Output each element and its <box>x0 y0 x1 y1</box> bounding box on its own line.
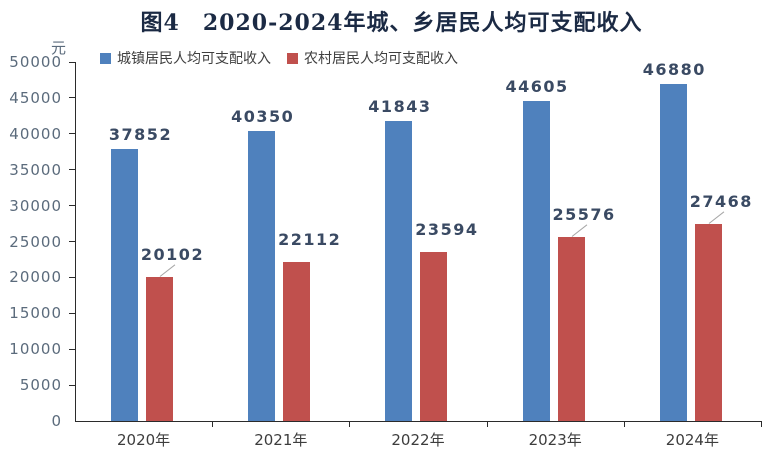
x-axis-tick-mark <box>212 421 214 427</box>
legend-item-urban: 城镇居民人均可支配收入 <box>100 48 271 68</box>
x-axis-category-label: 2022年 <box>391 431 445 449</box>
value-label-rural-2022: 23594 <box>415 219 479 239</box>
y-axis-tick-mark <box>69 97 75 99</box>
legend-label-rural: 农村居民人均可支配收入 <box>304 51 458 67</box>
x-axis-category-label: 2024年 <box>665 431 719 449</box>
y-axis-tick-mark <box>69 133 75 135</box>
y-axis-tick-mark <box>69 205 75 207</box>
y-axis-tick-label: 50000 <box>9 53 62 71</box>
y-axis-tick-label: 30000 <box>9 196 62 215</box>
y-axis-unit-label: 元 <box>50 39 66 57</box>
value-label-urban-2020: 37852 <box>108 125 173 145</box>
y-axis-tick-label: 5000 <box>19 376 62 395</box>
value-label-rural-2021: 22112 <box>278 230 342 250</box>
x-axis-category-label: 2023年 <box>528 431 582 449</box>
value-label-urban-2024: 46880 <box>642 60 706 80</box>
y-axis-tick-mark <box>69 241 75 242</box>
y-axis-tick-mark <box>69 61 75 63</box>
y-axis-tick-mark <box>69 384 75 386</box>
y-axis-tick-label: 45000 <box>9 88 62 107</box>
y-axis-tick-mark <box>69 276 75 278</box>
y-axis-tick-label: 25000 <box>9 232 62 251</box>
legend-label-urban: 城镇居民人均可支配收入 <box>117 51 271 67</box>
bar-rural-2020 <box>146 276 173 421</box>
legend-swatch-urban-icon <box>100 52 111 64</box>
y-axis-tick-mark <box>69 312 75 314</box>
y-axis-tick-label: 10000 <box>9 340 62 359</box>
y-axis-tick-mark <box>69 169 75 171</box>
x-axis-tick-mark <box>623 421 625 427</box>
bar-rural-2021 <box>283 262 311 421</box>
x-axis-category-label: 2021年 <box>254 431 308 449</box>
x-axis-category-label: 2020年 <box>117 431 171 449</box>
plot-area <box>75 62 762 422</box>
bar-rural-2022 <box>420 251 448 421</box>
y-axis-tick-label: 15000 <box>9 304 62 323</box>
y-axis-tick-label: 40000 <box>9 124 62 143</box>
y-axis-tick-label: 35000 <box>9 160 62 179</box>
legend: 城镇居民人均可支配收入 农村居民人均可支配收入 <box>100 48 458 68</box>
legend-swatch-rural-icon <box>287 52 298 64</box>
x-axis-tick-mark <box>761 421 762 427</box>
y-axis-tick-label: 0 <box>51 412 62 430</box>
value-label-rural-2024: 27468 <box>689 191 753 211</box>
value-label-rural-2023: 25576 <box>552 205 616 225</box>
bar-rural-2023 <box>557 237 585 421</box>
value-label-rural-2020: 20102 <box>140 244 205 264</box>
bar-urban-2024 <box>659 84 687 421</box>
y-axis-tick-label: 20000 <box>9 268 62 287</box>
y-axis-tick-mark <box>69 348 75 350</box>
chart-title: 图4 2020-2024年城、乡居民人均可支配收入 <box>140 10 643 36</box>
bar-urban-2023 <box>522 100 550 421</box>
value-label-urban-2023: 44605 <box>505 76 569 96</box>
legend-item-rural: 农村居民人均可支配收入 <box>287 48 458 68</box>
bar-urban-2021 <box>248 131 276 421</box>
value-label-urban-2021: 40350 <box>231 107 295 127</box>
bar-urban-2022 <box>385 120 413 421</box>
bar-urban-2020 <box>111 149 138 421</box>
value-label-urban-2022: 41843 <box>368 96 432 116</box>
bar-rural-2024 <box>694 223 722 421</box>
x-axis-tick-mark <box>349 421 351 427</box>
x-axis-tick-mark <box>486 421 488 427</box>
